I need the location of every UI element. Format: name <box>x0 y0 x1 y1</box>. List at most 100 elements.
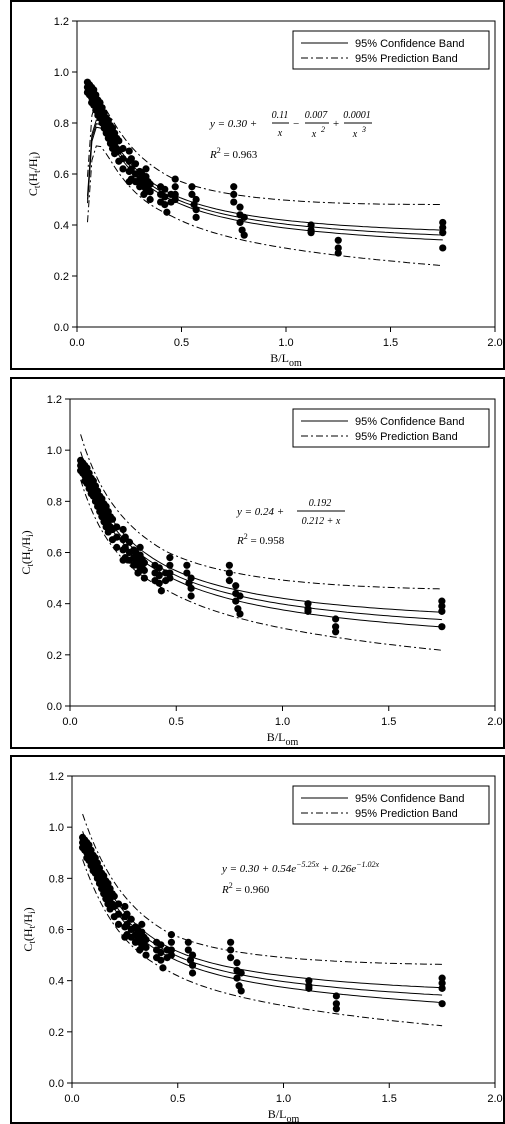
figure-frame <box>10 0 505 370</box>
data-point <box>183 561 191 569</box>
y-axis: 0.0 0.2 0.4 0.6 0.8 1.0 1.2 <box>49 771 72 1090</box>
data-point <box>188 190 196 198</box>
data-point <box>227 946 235 954</box>
data-point <box>114 920 123 928</box>
r-squared: R2 = 0.960 <box>221 881 270 896</box>
x-axis: 0.0 0.5 1.0 1.5 2.0 <box>62 706 503 728</box>
data-point <box>438 984 446 992</box>
data-point <box>119 144 127 153</box>
regression-line <box>80 456 442 621</box>
data-point <box>438 602 446 610</box>
data-point <box>334 249 342 257</box>
regression-equation: y = 0.24 + 0.192 0.212 + x R2 = 0.958 <box>236 498 345 547</box>
y-axis: 0.0 0.2 0.4 0.6 0.8 1.0 1.2 <box>54 16 77 334</box>
data-point <box>225 561 233 569</box>
legend-box <box>292 408 490 448</box>
y-axis: 0.0 0.2 0.4 0.6 0.8 1.0 1.2 <box>47 394 70 713</box>
data-point <box>438 1000 446 1008</box>
data-point <box>232 582 240 590</box>
equation-denominator: x <box>311 129 317 140</box>
legend-box <box>292 785 490 825</box>
data-point <box>167 938 176 946</box>
data-point <box>237 987 245 995</box>
x-tick-label: 0.5 <box>169 716 184 728</box>
x-axis-label: B/Lom <box>270 351 302 369</box>
data-point <box>236 610 244 618</box>
data-point <box>171 175 179 183</box>
fit-curves <box>82 813 443 1027</box>
y-axis-label: Ct(Ht/Hi) <box>19 530 35 574</box>
y-tick-label: 0.8 <box>54 118 69 130</box>
x-tick-label: 1.0 <box>276 1093 291 1105</box>
data-point <box>161 201 169 209</box>
data-point <box>166 554 174 562</box>
data-point <box>119 165 127 173</box>
confidence-band-upper <box>82 831 443 989</box>
legend-confidence-label: 95% Confidence Band <box>355 793 464 805</box>
data-point <box>140 566 148 575</box>
data-point <box>184 946 192 954</box>
y-tick-label: 0.0 <box>54 322 69 334</box>
data-point <box>171 183 179 191</box>
x-tick-label: 2.0 <box>487 1093 502 1105</box>
data-point <box>438 979 446 987</box>
data-point <box>142 943 150 952</box>
chart-3-svg: 0.0 0.2 0.4 0.6 0.8 1.0 1.2 0.0 0.5 1.0 1.5 2.0 B/Lo… <box>10 755 505 1124</box>
data-point <box>332 615 340 623</box>
confidence-band-upper <box>80 451 442 613</box>
x-tick-label: 2.0 <box>487 337 502 349</box>
data-points <box>83 78 447 257</box>
data-point <box>157 587 165 595</box>
data-point <box>187 592 195 600</box>
figure-frame <box>10 755 505 1124</box>
data-point <box>184 938 192 946</box>
prediction-band-lower <box>87 145 443 267</box>
equation-denominator: x <box>352 129 358 140</box>
data-point <box>438 974 446 982</box>
data-point <box>192 195 200 204</box>
x-axis-label: B/Lom <box>268 1107 300 1124</box>
data-point <box>157 956 165 964</box>
equation-numerator: 0.0001 <box>343 110 371 121</box>
y-tick-label: 1.2 <box>47 394 62 406</box>
x-tick-label: 0.0 <box>69 337 84 349</box>
data-point <box>332 1000 340 1008</box>
y-tick-label: 0.8 <box>47 496 62 508</box>
y-axis-label: Ct(Ht/Hi) <box>21 907 37 951</box>
data-point <box>188 969 197 977</box>
regression-line <box>82 836 443 996</box>
prediction-band-lower <box>80 479 442 651</box>
data-point <box>232 597 240 605</box>
confidence-band-upper <box>87 119 443 231</box>
x-tick-label: 0.5 <box>174 337 189 349</box>
equation-numerator: 0.11 <box>272 110 289 121</box>
legend-confidence-label: 95% Confidence Band <box>355 38 464 50</box>
data-points <box>78 833 446 1013</box>
data-point <box>113 533 121 541</box>
prediction-band-lower <box>82 859 443 1027</box>
data-point <box>439 218 447 227</box>
prediction-band-upper <box>87 100 443 205</box>
r-squared: R2 = 0.963 <box>209 146 258 161</box>
legend: 95% Confidence Band 95% Prediction Band <box>292 408 490 448</box>
data-point <box>121 902 129 911</box>
y-tick-label: 0.2 <box>47 650 62 662</box>
data-point <box>438 607 446 615</box>
y-tick-label: 1.2 <box>49 771 64 783</box>
data-point <box>187 584 195 592</box>
fit-curves <box>80 434 442 651</box>
y-tick-label: 1.0 <box>49 822 64 834</box>
data-point <box>439 229 447 237</box>
data-point <box>227 938 235 946</box>
regression-line <box>87 123 443 236</box>
x-tick-label: 2.0 <box>487 716 502 728</box>
data-point <box>119 525 127 534</box>
equation-lead: y = 0.24 + <box>236 506 284 518</box>
legend-prediction-label: 95% Prediction Band <box>355 808 458 820</box>
data-point <box>125 538 134 546</box>
y-tick-label: 0.6 <box>47 548 62 560</box>
y-tick-label: 0.4 <box>47 599 62 611</box>
data-point <box>230 183 238 191</box>
data-point <box>332 623 340 631</box>
